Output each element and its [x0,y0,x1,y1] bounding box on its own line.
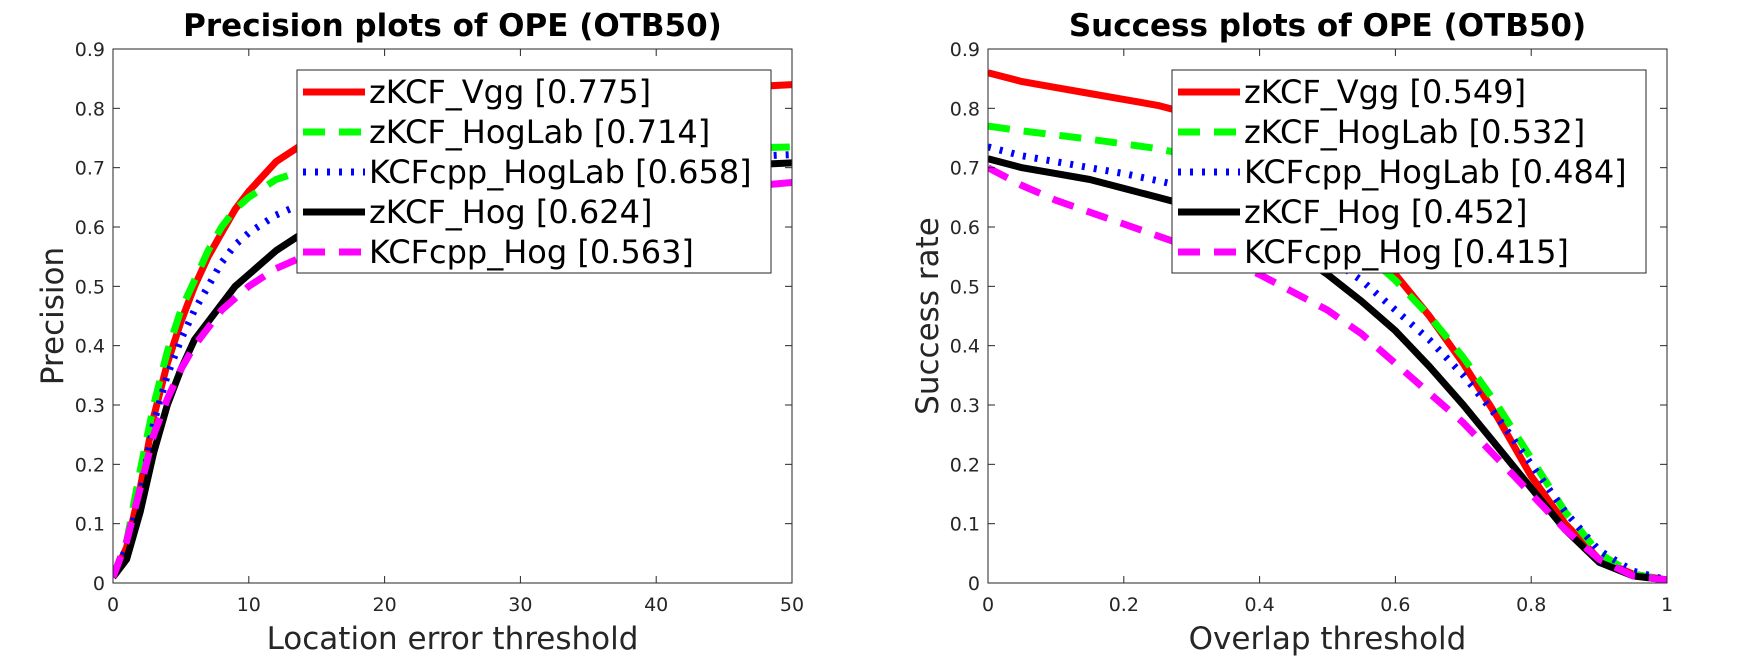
x-tick-label: 0.2 [1109,594,1139,616]
x-tick-label: 0 [982,594,994,616]
y-tick-label: 0.1 [75,514,105,536]
x-tick-label: 10 [237,594,261,616]
legend-label-3: KCFcpp_HogLab [0.484] [1244,153,1627,191]
y-tick-label: 0.9 [75,39,105,61]
y-tick-label: 0.2 [950,454,980,476]
y-tick-label: 0.4 [75,336,105,358]
y-tick-label: 0.3 [75,395,105,417]
chart-title: Precision plots of OPE (OTB50) [183,8,722,44]
axes-box [987,48,1668,584]
series-line-5 [988,164,1667,583]
y-tick-label: 0 [968,573,980,595]
y-tick-label: 0.5 [75,276,105,298]
y-tick-label: 0.5 [950,276,980,298]
y-tick-label: 0.8 [950,98,980,120]
x-axis-label: Location error threshold [267,621,639,656]
y-axis-label: Success rate [910,217,946,415]
y-tick-label: 0.3 [950,395,980,417]
y-tick-label: 0.7 [75,158,105,180]
x-tick-label: 50 [780,594,804,616]
y-tick-label: 0.9 [950,39,980,61]
chart-panel-1: 0 10 20 30 40 50 0 0.1 0.2 0.3 0.4 0.5 0.6 0.7 0.8 0.9 P… [35,8,804,656]
legend-box [296,69,772,274]
chart-title: Success plots of OPE (OTB50) [1069,8,1586,44]
y-tick-label: 0.8 [75,98,105,120]
x-tick-label: 0 [107,594,119,616]
legend: zKCF_Vgg [0.549]zKCF_HogLab [0.532]KCFcp… [1171,69,1647,274]
y-tick-label: 0.4 [950,336,980,358]
y-tick-label: 0 [93,573,105,595]
y-tick-label: 0.1 [950,514,980,536]
legend-label-4: zKCF_Hog [0.624] [369,193,652,231]
y-tick-label: 0.7 [950,158,980,180]
x-axis-label: Overlap threshold [1189,621,1467,656]
x-tick-label: 1 [1661,594,1673,616]
legend-label-2: zKCF_HogLab [0.532] [1244,113,1585,151]
axes-box [112,48,793,584]
x-tick-label: 20 [373,594,397,616]
legend-label-5: KCFcpp_Hog [0.415] [1244,233,1569,271]
chart-panel-2: 0 0.2 0.4 0.6 0.8 1 0 0.1 0.2 0.3 0.4 0.5 0.6 0.7 0.8 0… [910,8,1673,656]
legend-label-4: zKCF_Hog [0.452] [1244,193,1527,231]
x-tick-label: 0.4 [1244,594,1274,616]
y-axis-label: Precision [35,247,71,385]
legend-label-1: zKCF_Vgg [0.549] [1244,73,1526,111]
x-tick-label: 40 [644,594,668,616]
legend-label-3: KCFcpp_HogLab [0.658] [369,153,752,191]
legend-label-2: zKCF_HogLab [0.714] [369,113,710,151]
legend: zKCF_Vgg [0.775]zKCF_HogLab [0.714]KCFcp… [296,69,772,274]
series-line-2 [988,122,1667,583]
y-tick-label: 0.2 [75,454,105,476]
legend-box [1171,69,1647,274]
y-tick-label: 0.6 [75,217,105,239]
series-line-4 [988,155,1667,583]
legend-label-5: KCFcpp_Hog [0.563] [369,233,694,271]
y-tick-label: 0.6 [950,217,980,239]
x-tick-label: 30 [508,594,532,616]
legend-label-1: zKCF_Vgg [0.775] [369,73,651,111]
x-tick-label: 0.8 [1516,594,1546,616]
x-tick-label: 0.6 [1380,594,1410,616]
